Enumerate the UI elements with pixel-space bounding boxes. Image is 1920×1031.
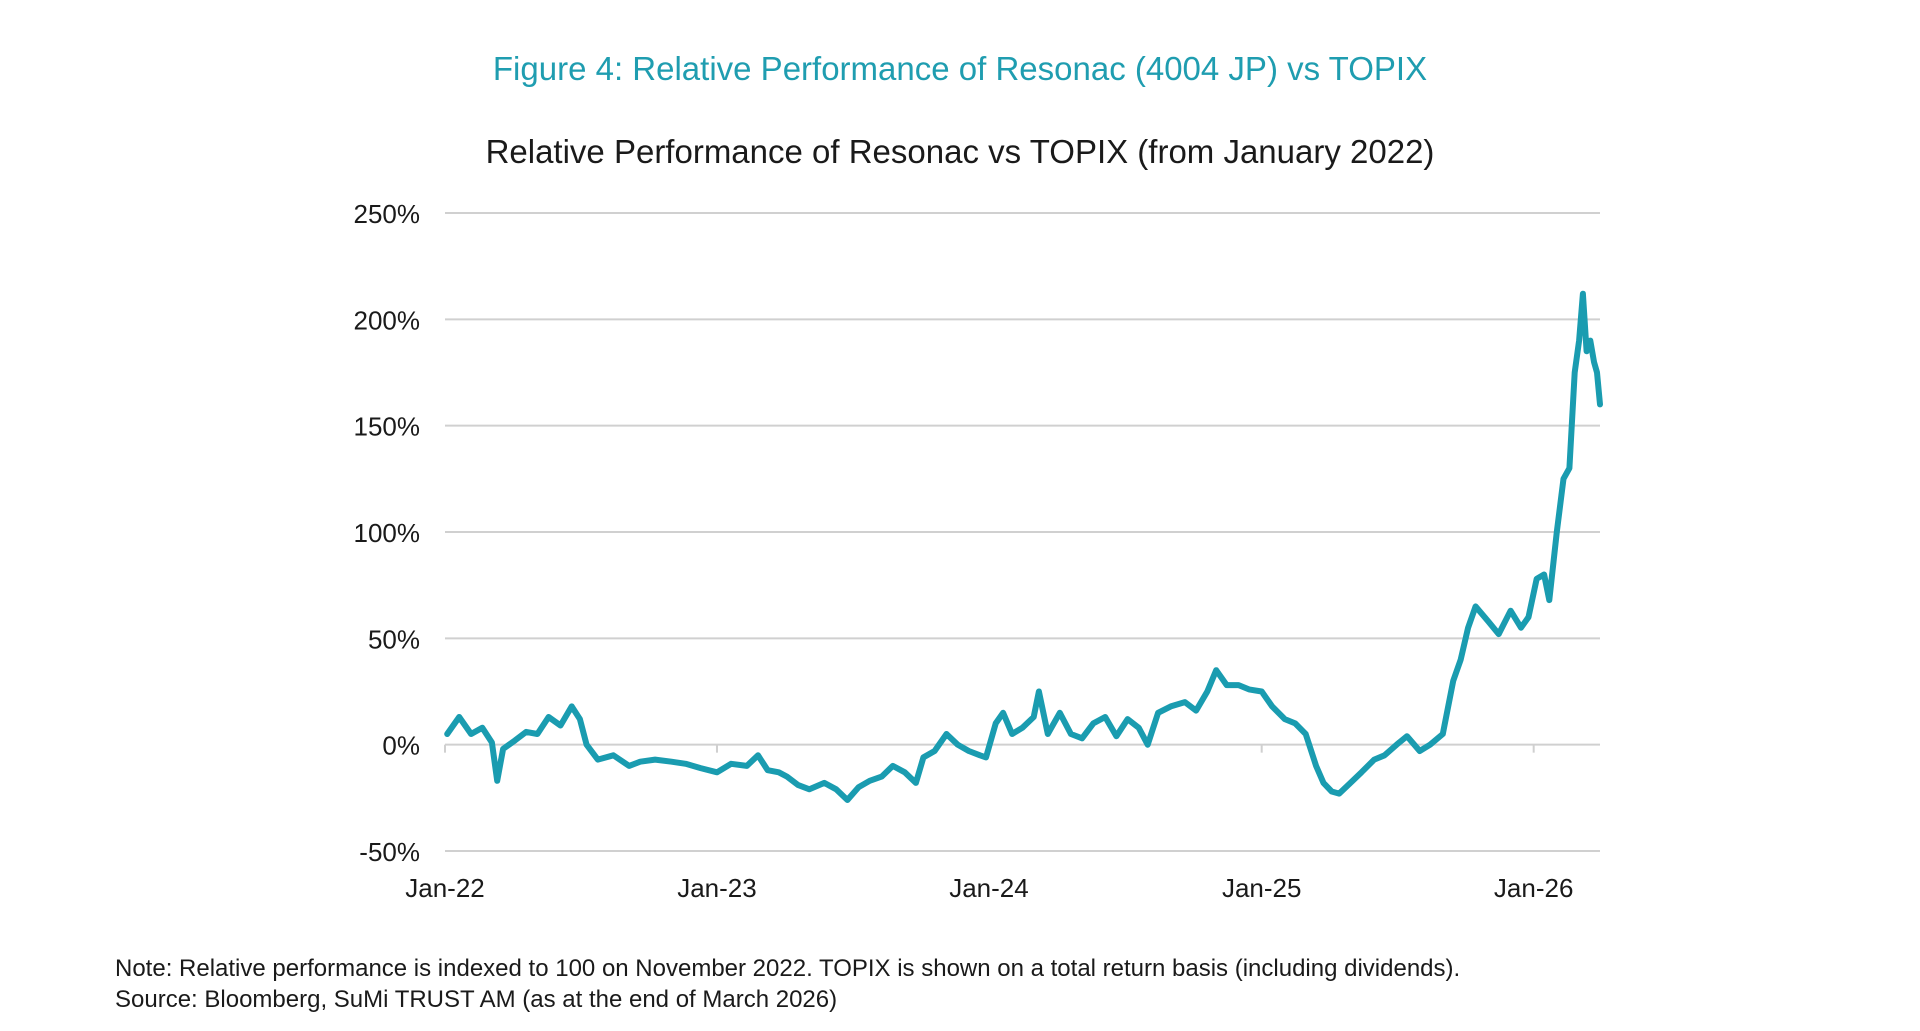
series-line xyxy=(444,290,1603,803)
y-tick-label: 50% xyxy=(368,624,420,654)
x-tick-label: Jan-25 xyxy=(1222,873,1302,903)
y-tick-label: 250% xyxy=(354,199,421,229)
source-text: Source: Bloomberg, SuMi TRUST AM (as at … xyxy=(115,986,838,1013)
x-tick-label: Jan-23 xyxy=(677,873,757,903)
x-axis: Jan-22 Jan-23 Jan-24 Jan-25 Jan-26 xyxy=(405,744,1574,903)
chart-title: Relative Performance of Resonac vs TOPIX… xyxy=(485,133,1435,170)
line-chart: -50%0%50%100%150%200%250% Jan-22 Jan-23 Ja… xyxy=(354,199,1603,903)
x-tick-label: Jan-22 xyxy=(405,873,485,903)
gridlines xyxy=(445,212,1600,852)
x-tick-label: Jan-24 xyxy=(949,873,1029,903)
figure-title: Figure 4: Relative Performance of Resona… xyxy=(492,50,1428,87)
y-tick-label: -50% xyxy=(359,837,420,867)
y-tick-label: 100% xyxy=(354,518,421,548)
y-tick-label: 0% xyxy=(382,731,420,761)
note-text: Note: Relative performance is indexed to… xyxy=(115,955,1461,982)
y-axis: -50% 0% 50% 100% 150% 200% 250% xyxy=(354,199,421,867)
x-tick-label: Jan-26 xyxy=(1494,873,1574,903)
series-layer xyxy=(444,290,1603,803)
y-tick-label: 200% xyxy=(354,305,421,335)
y-tick-label: 150% xyxy=(354,412,421,442)
